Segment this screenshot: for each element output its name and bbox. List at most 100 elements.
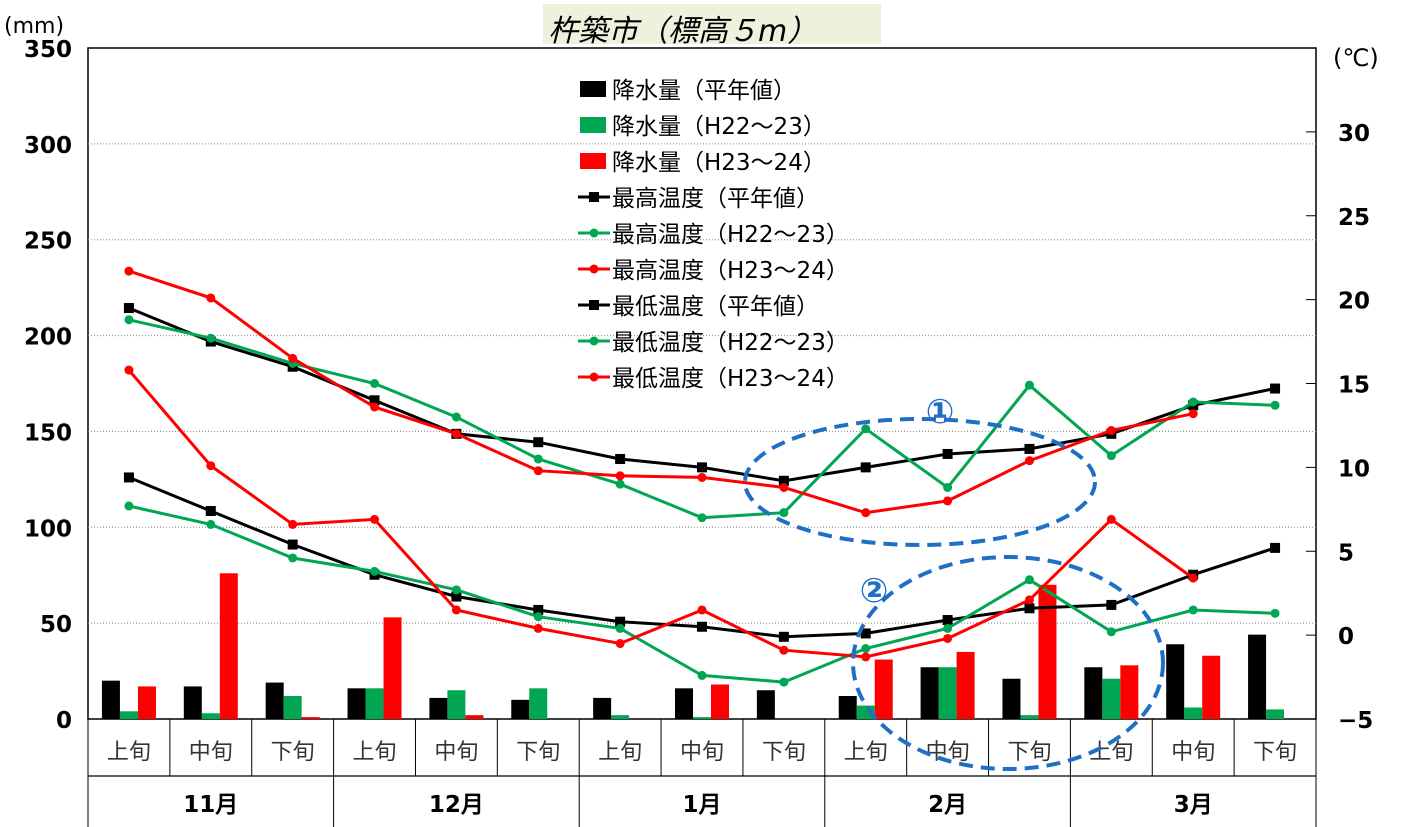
bar [675,688,693,719]
chart-title: 杵築市（標高５m） [548,14,818,49]
data-point [533,437,544,448]
data-point [123,472,134,483]
data-point [861,508,871,518]
series-line [128,269,1194,515]
bar [693,717,711,719]
data-point [1106,514,1116,524]
y-right-tick-label: 10 [1338,456,1370,482]
data-point [124,266,134,276]
bar [1166,644,1185,719]
legend-label: 降水量（H23～24） [612,150,826,176]
bar [283,695,302,719]
bar [1120,665,1139,719]
data-point [943,483,953,493]
data-point [942,448,953,459]
data-point [1270,608,1280,618]
data-point [369,395,380,406]
data-point [1024,603,1035,614]
x-tick-label: 上旬 [107,740,151,765]
data-point [861,424,871,434]
data-point [861,652,871,662]
legend: 降水量（平年値） 降水量（H22～23） 降水量（H23～24） 最高温度（平年値） 最… [578,78,849,392]
data-point [533,623,543,633]
data-point [1106,425,1116,435]
x-tick-label: 上旬 [598,740,642,765]
y-right-tick-label: 15 [1338,373,1370,399]
data-point [779,677,789,687]
data-point [451,429,461,439]
bar [1248,634,1267,719]
bar [137,686,156,719]
bar [1038,584,1057,719]
data-point [1024,380,1034,390]
month-label: 11月 [183,792,238,818]
legend-marker [589,192,599,202]
bar [1266,709,1285,719]
bar [365,688,384,719]
bar [1184,707,1203,719]
data-point [533,604,544,615]
legend-label: 最高温度（H23～24） [612,258,849,284]
y-left-tick-label: 250 [24,229,72,255]
bar [611,715,630,719]
legend-marker [589,372,599,382]
title-background [543,4,881,44]
data-point [451,585,461,595]
data-point [124,315,134,325]
y-left-unit: (mm) [4,14,65,39]
data-point [123,303,134,314]
legend-marker [589,228,599,238]
bar [920,667,939,719]
annotation-label-1: ① [926,392,955,432]
legend-label: 最低温度（H23～24） [612,366,849,392]
gridlines [88,143,1316,624]
month-label: 2月 [928,792,967,818]
data-point [860,462,871,473]
data-point [615,639,625,649]
legend-marker [589,300,599,310]
data-point [288,519,298,529]
bar [119,711,138,719]
data-point [533,612,543,622]
data-point [697,513,707,523]
bar [183,686,202,719]
bar [301,717,320,719]
legend-swatch [580,117,606,133]
bar [1020,715,1039,719]
legend-label: 最高温度（H22～23） [612,222,849,248]
bar [347,688,366,719]
bar [265,682,284,719]
data-point [779,483,789,493]
data-point [943,633,953,643]
bar [429,697,448,719]
y-left-tick-label: 300 [24,133,72,159]
y-right-tick-label: 20 [1338,289,1370,315]
annotations: ①② [743,392,1165,771]
data-point [1188,409,1198,419]
legend-label: 最高温度（平年値） [612,186,819,212]
x-tick-label: 上旬 [353,740,397,765]
data-point [206,333,216,343]
data-point [370,566,380,576]
x-tick-label: 中旬 [189,740,233,765]
y-right-tick-label: 25 [1338,205,1370,231]
bar [201,713,220,719]
data-point [697,621,707,632]
bar [101,680,120,719]
y-left-tick-label: 0 [56,708,72,734]
data-point [1024,575,1034,585]
annotation-label-2: ② [860,571,889,611]
data-point [370,514,380,524]
data-point [943,623,953,633]
data-point [1106,451,1116,461]
data-point [697,605,707,615]
data-point [943,496,953,506]
bar [593,697,612,719]
data-point [205,505,216,516]
x-tick-label: 中旬 [680,740,724,765]
data-point [861,644,871,654]
legend-label: 降水量（平年値） [612,78,796,104]
data-point [124,501,134,511]
y-left-tick-label: 200 [24,325,72,351]
data-point [1188,573,1198,583]
